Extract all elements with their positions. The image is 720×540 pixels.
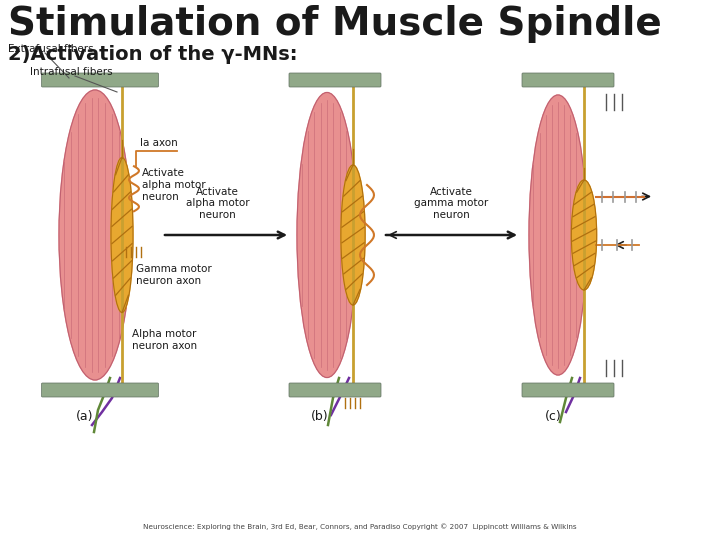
Text: Activate
alpha motor
neuron: Activate alpha motor neuron [186, 187, 249, 220]
Ellipse shape [529, 95, 587, 375]
FancyBboxPatch shape [289, 383, 381, 397]
Text: Extrafusal fibers: Extrafusal fibers [8, 44, 94, 54]
Text: Alpha motor
neuron axon: Alpha motor neuron axon [132, 329, 197, 351]
Ellipse shape [111, 158, 133, 313]
FancyBboxPatch shape [522, 383, 614, 397]
FancyBboxPatch shape [289, 73, 381, 87]
Text: Intrafusal fibers: Intrafusal fibers [30, 67, 112, 77]
Ellipse shape [341, 165, 365, 305]
Text: Ia axon: Ia axon [140, 138, 178, 149]
Text: Stimulation of Muscle Spindle: Stimulation of Muscle Spindle [8, 5, 662, 43]
FancyBboxPatch shape [42, 73, 158, 87]
FancyBboxPatch shape [42, 383, 158, 397]
Text: 2)Activation of the γ-MNs:: 2)Activation of the γ-MNs: [8, 45, 297, 64]
Text: (c): (c) [544, 410, 562, 423]
Text: (b): (b) [311, 410, 329, 423]
Text: Activate
gamma motor
neuron: Activate gamma motor neuron [415, 187, 489, 220]
Ellipse shape [59, 90, 131, 380]
Ellipse shape [572, 180, 597, 290]
Ellipse shape [297, 92, 357, 377]
Text: (a): (a) [76, 410, 94, 423]
Text: Activate
alpha motor
neuron: Activate alpha motor neuron [142, 168, 206, 201]
FancyBboxPatch shape [522, 73, 614, 87]
Text: Gamma motor
neuron axon: Gamma motor neuron axon [136, 264, 212, 286]
Text: Neuroscience: Exploring the Brain, 3rd Ed, Bear, Connors, and Paradiso Copyright: Neuroscience: Exploring the Brain, 3rd E… [143, 523, 577, 530]
